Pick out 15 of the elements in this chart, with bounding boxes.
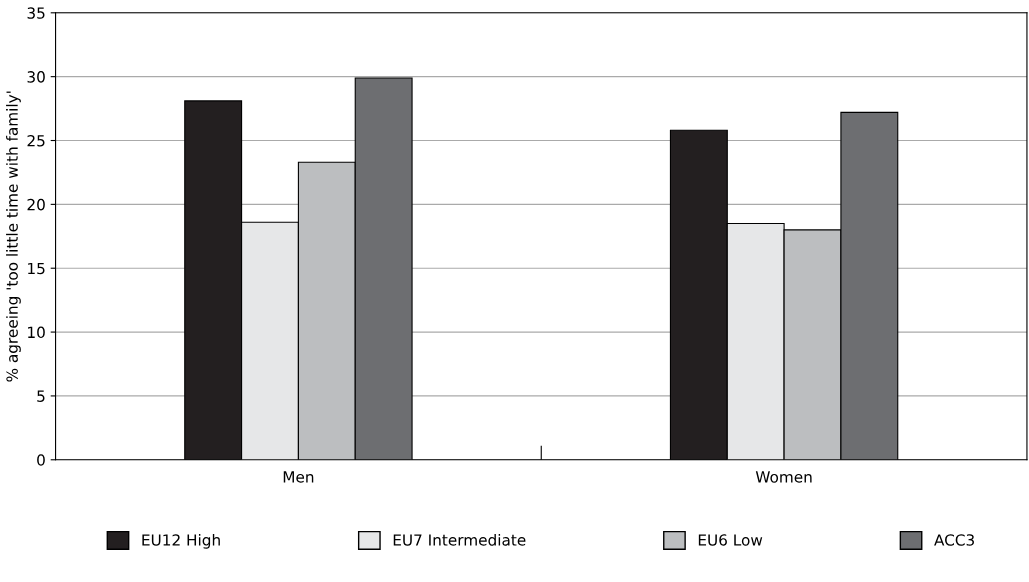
- y-tick-label: 20: [27, 198, 45, 211]
- legend-label: EU6 Low: [698, 534, 763, 546]
- legend-label: EU12 High: [142, 533, 220, 549]
- y-tick-label: 35: [27, 7, 45, 19]
- y-axis-title: % agreeing 'too little time with family': [6, 91, 21, 382]
- y-tick-label: 30: [27, 71, 45, 83]
- x-tick-label: Men: [283, 471, 314, 483]
- y-tick-label: 10: [28, 326, 45, 339]
- legend-label: EU7 Intermediate: [393, 533, 526, 546]
- x-tick-label: Women: [755, 471, 812, 483]
- y-tick-label: 25: [27, 134, 45, 147]
- legend-label: ACC3: [934, 534, 974, 546]
- y-tick-label: 5: [37, 390, 45, 402]
- y-tick-label: 0: [37, 454, 45, 466]
- y-tick-label: 15: [28, 262, 45, 275]
